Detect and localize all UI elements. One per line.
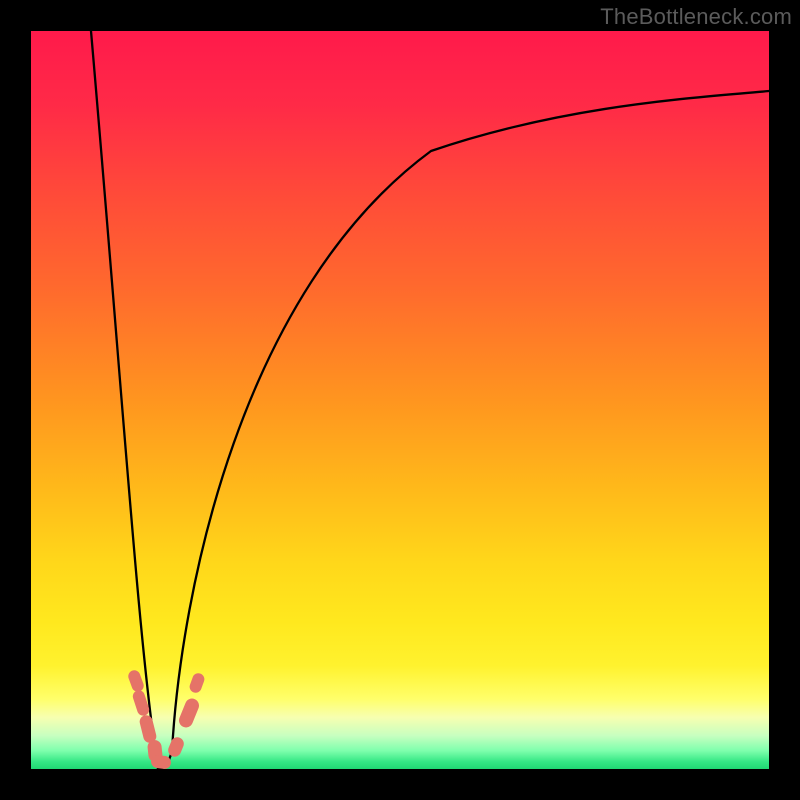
chart-root: TheBottleneck.com <box>0 0 800 800</box>
watermark-text: TheBottleneck.com <box>600 4 792 30</box>
gradient-background <box>31 31 769 769</box>
chart-svg <box>31 31 769 769</box>
plot-area <box>31 31 769 769</box>
